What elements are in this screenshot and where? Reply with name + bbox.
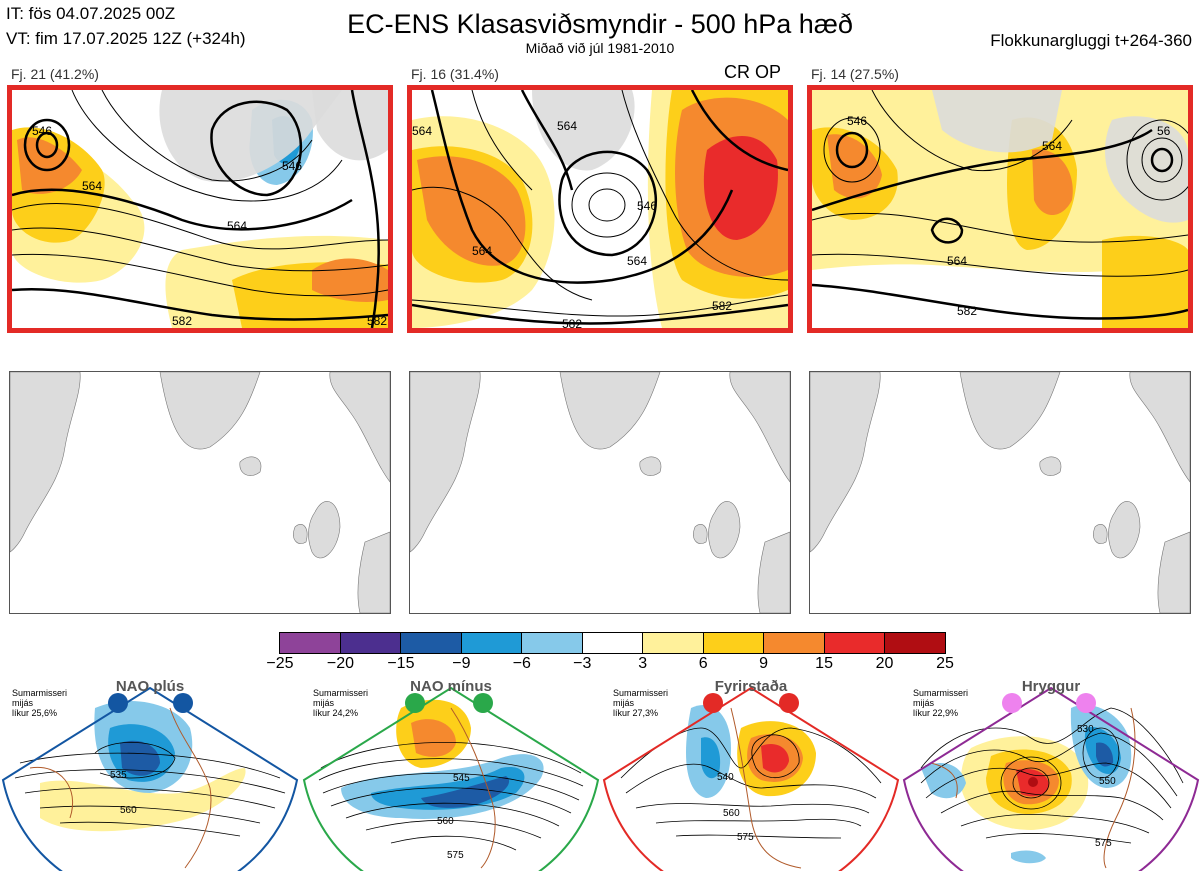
cluster-2-contour-label: 546 <box>637 199 657 213</box>
cluster-1-map[interactable]: 546 546 564 564 582 582 <box>7 85 393 333</box>
colorbar-tick-label: 3 <box>638 655 648 672</box>
cluster-3-contour-label: 546 <box>847 114 867 128</box>
colorbar-tick-label: −25 <box>266 655 294 672</box>
cluster-3-contour-label: 564 <box>947 254 967 268</box>
regime-contour-label: 545 <box>453 773 470 784</box>
regime-nao-plus[interactable]: 535 560 NAO plús Sumarmisseri mijás líkur … <box>0 668 300 871</box>
regime-title: NAO mínus <box>410 678 492 695</box>
cluster-2-contour-label: 564 <box>557 119 577 133</box>
regime-contour-label: 560 <box>437 816 454 827</box>
cluster-1-contour-label: 546 <box>32 124 52 138</box>
cluster-3-contour-label: 56 <box>1157 124 1171 138</box>
colorbar-swatch <box>280 633 341 653</box>
cluster-3-label: Fj. 14 (27.5%) <box>811 66 899 82</box>
colorbar-swatch <box>643 633 704 653</box>
regime-stats: Sumarmisseri mijás líkur 25,6% <box>12 688 68 718</box>
colorbar <box>279 632 946 654</box>
colorbar-swatch <box>703 633 765 653</box>
colorbar-tick-label: −20 <box>326 655 355 672</box>
colorbar-swatch <box>401 633 462 653</box>
page-title: EC-ENS Klasasviðsmyndir - 500 hPa hæð <box>347 9 853 39</box>
colorbar-tick-label: 20 <box>875 655 894 672</box>
cluster-3-map[interactable]: 546 564 564 582 56 <box>807 85 1193 333</box>
page-subtitle: Miðað við júl 1981-2010 <box>525 40 675 56</box>
regime-contour-label: 540 <box>717 772 734 783</box>
regime-contour-label: 575 <box>447 850 464 861</box>
empty-map-3[interactable] <box>809 371 1191 614</box>
colorbar-swatch <box>885 633 946 653</box>
colorbar-swatch <box>340 633 402 653</box>
cluster-1-label: Fj. 21 (41.2%) <box>11 66 99 82</box>
valid-time: VT: fim 17.07.2025 12Z (+324h) <box>6 29 246 48</box>
regime-title: Hryggur <box>1021 678 1081 695</box>
cluster-window-label: Flokkunargluggi t+264-360 <box>990 31 1192 50</box>
init-time: IT: fös 04.07.2025 00Z <box>6 4 176 23</box>
colorbar-tick-label: −6 <box>512 655 531 672</box>
colorbar-tick-label: −3 <box>573 655 592 672</box>
cluster-2-label: Fj. 16 (31.4%) <box>411 66 499 82</box>
cluster-2-contour-label: 582 <box>712 299 732 313</box>
regime-contour-label: 560 <box>723 808 740 819</box>
cluster-2-map[interactable]: 564 564 546 564 564 582 582 <box>407 85 793 333</box>
colorbar-tick-label: 25 <box>936 655 954 672</box>
colorbar-tick-label: 15 <box>815 655 833 672</box>
cluster-2-tag: CR OP <box>724 62 782 82</box>
cluster-2-contour-label: 564 <box>412 124 432 138</box>
regime-contour-label: 575 <box>1095 838 1112 849</box>
cluster-1-contour-label: 582 <box>367 314 387 328</box>
regime-stats: Sumarmisseri mijás líkur 22,9% <box>913 688 969 718</box>
colorbar-swatch <box>522 633 583 653</box>
regime-blocking[interactable]: 540 560 575 Fyrirstaða Sumarmisseri mijás… <box>601 668 901 871</box>
cluster-3-contour-label: 564 <box>1042 139 1062 153</box>
regime-title: Fyrirstaða <box>714 678 788 695</box>
colorbar-tick-label: 9 <box>759 655 769 672</box>
colorbar-tick-label: −9 <box>452 655 471 672</box>
cluster-2-contour-label: 564 <box>472 244 492 258</box>
cluster-2-contour-label: 564 <box>627 254 647 268</box>
colorbar-swatch <box>582 633 644 653</box>
cluster-1-contour-label: 564 <box>82 179 102 193</box>
cluster-3-contour-label: 582 <box>957 304 977 318</box>
regime-contour-label: 535 <box>110 770 127 781</box>
empty-map-1[interactable] <box>9 371 391 614</box>
colorbar-tick-label: 6 <box>698 655 708 672</box>
colorbar-swatch <box>461 633 523 653</box>
regime-stats: Sumarmisseri mijás líkur 27,3% <box>613 688 669 718</box>
colorbar-tick-label: −15 <box>387 655 415 672</box>
regime-contour-label: 575 <box>737 832 754 843</box>
regime-ridge[interactable]: 530 550 575 Hryggur Sumarmisseri mijás lík… <box>901 668 1200 871</box>
cluster-1-contour-label: 546 <box>282 159 302 173</box>
cluster-1-contour-label: 564 <box>227 219 247 233</box>
cluster-1-contour-label: 582 <box>172 314 192 328</box>
cluster-2-contour-label: 582 <box>562 317 582 328</box>
regime-contour-label: 560 <box>120 805 137 816</box>
colorbar-swatch <box>824 633 886 653</box>
regime-title: NAO plús <box>115 678 185 695</box>
empty-map-2[interactable] <box>409 371 791 614</box>
regime-contour-label: 530 <box>1077 724 1094 735</box>
regime-contour-label: 550 <box>1099 776 1116 787</box>
regime-nao-minus[interactable]: 545 560 575 NAO mínus Sumarmisseri mijás l… <box>301 668 601 871</box>
regime-stats: Sumarmisseri mijás líkur 24,2% <box>313 688 369 718</box>
colorbar-swatch <box>764 633 825 653</box>
